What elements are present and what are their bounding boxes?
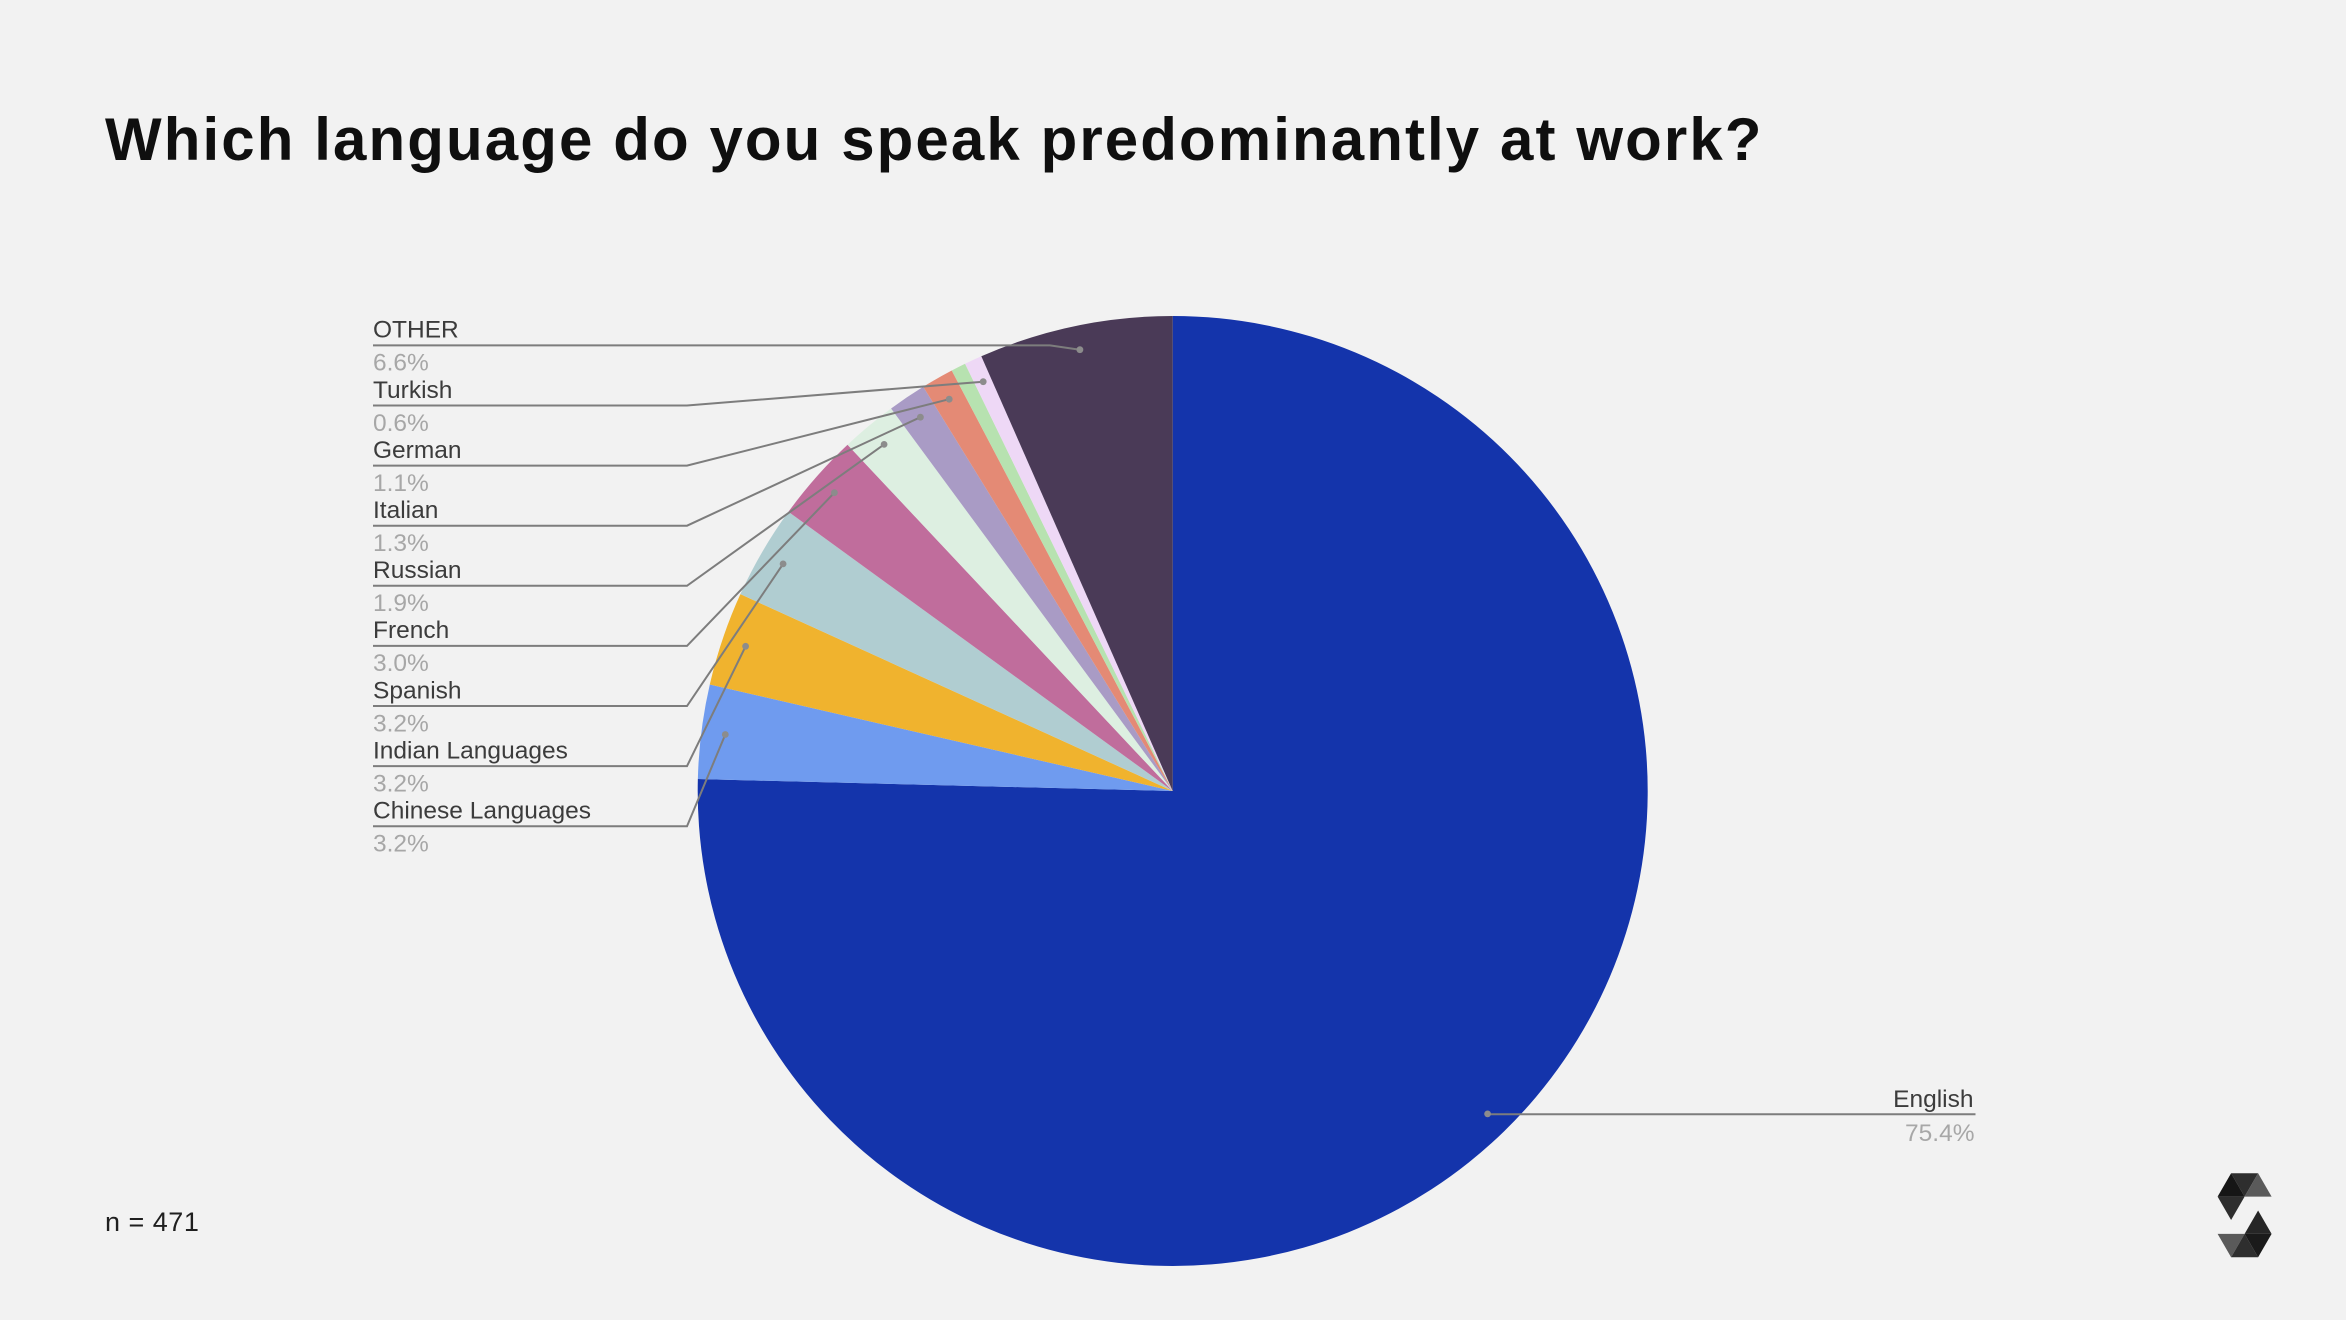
svg-text:French: French: [373, 617, 449, 644]
svg-text:Italian: Italian: [373, 497, 438, 524]
svg-text:3.2%: 3.2%: [373, 831, 429, 858]
svg-text:3.2%: 3.2%: [373, 710, 429, 737]
svg-text:Indian Languages: Indian Languages: [373, 737, 568, 764]
svg-text:German: German: [373, 437, 462, 464]
svg-text:OTHER: OTHER: [373, 317, 459, 344]
svg-text:75.4%: 75.4%: [1905, 1120, 1974, 1147]
svg-text:1.9%: 1.9%: [373, 590, 429, 617]
svg-text:1.3%: 1.3%: [373, 530, 429, 557]
svg-text:3.2%: 3.2%: [373, 770, 429, 797]
svg-text:Chinese Languages: Chinese Languages: [373, 798, 591, 825]
svg-text:1.1%: 1.1%: [373, 470, 429, 497]
svg-text:Spanish: Spanish: [373, 677, 462, 704]
svg-text:Turkish: Turkish: [373, 377, 452, 404]
svg-text:0.6%: 0.6%: [373, 410, 429, 437]
svg-text:3.0%: 3.0%: [373, 650, 429, 677]
svg-text:Russian: Russian: [373, 557, 462, 584]
svg-text:6.6%: 6.6%: [373, 350, 429, 377]
svg-text:n = 471: n = 471: [105, 1207, 199, 1237]
svg-text:English: English: [1893, 1086, 1973, 1113]
